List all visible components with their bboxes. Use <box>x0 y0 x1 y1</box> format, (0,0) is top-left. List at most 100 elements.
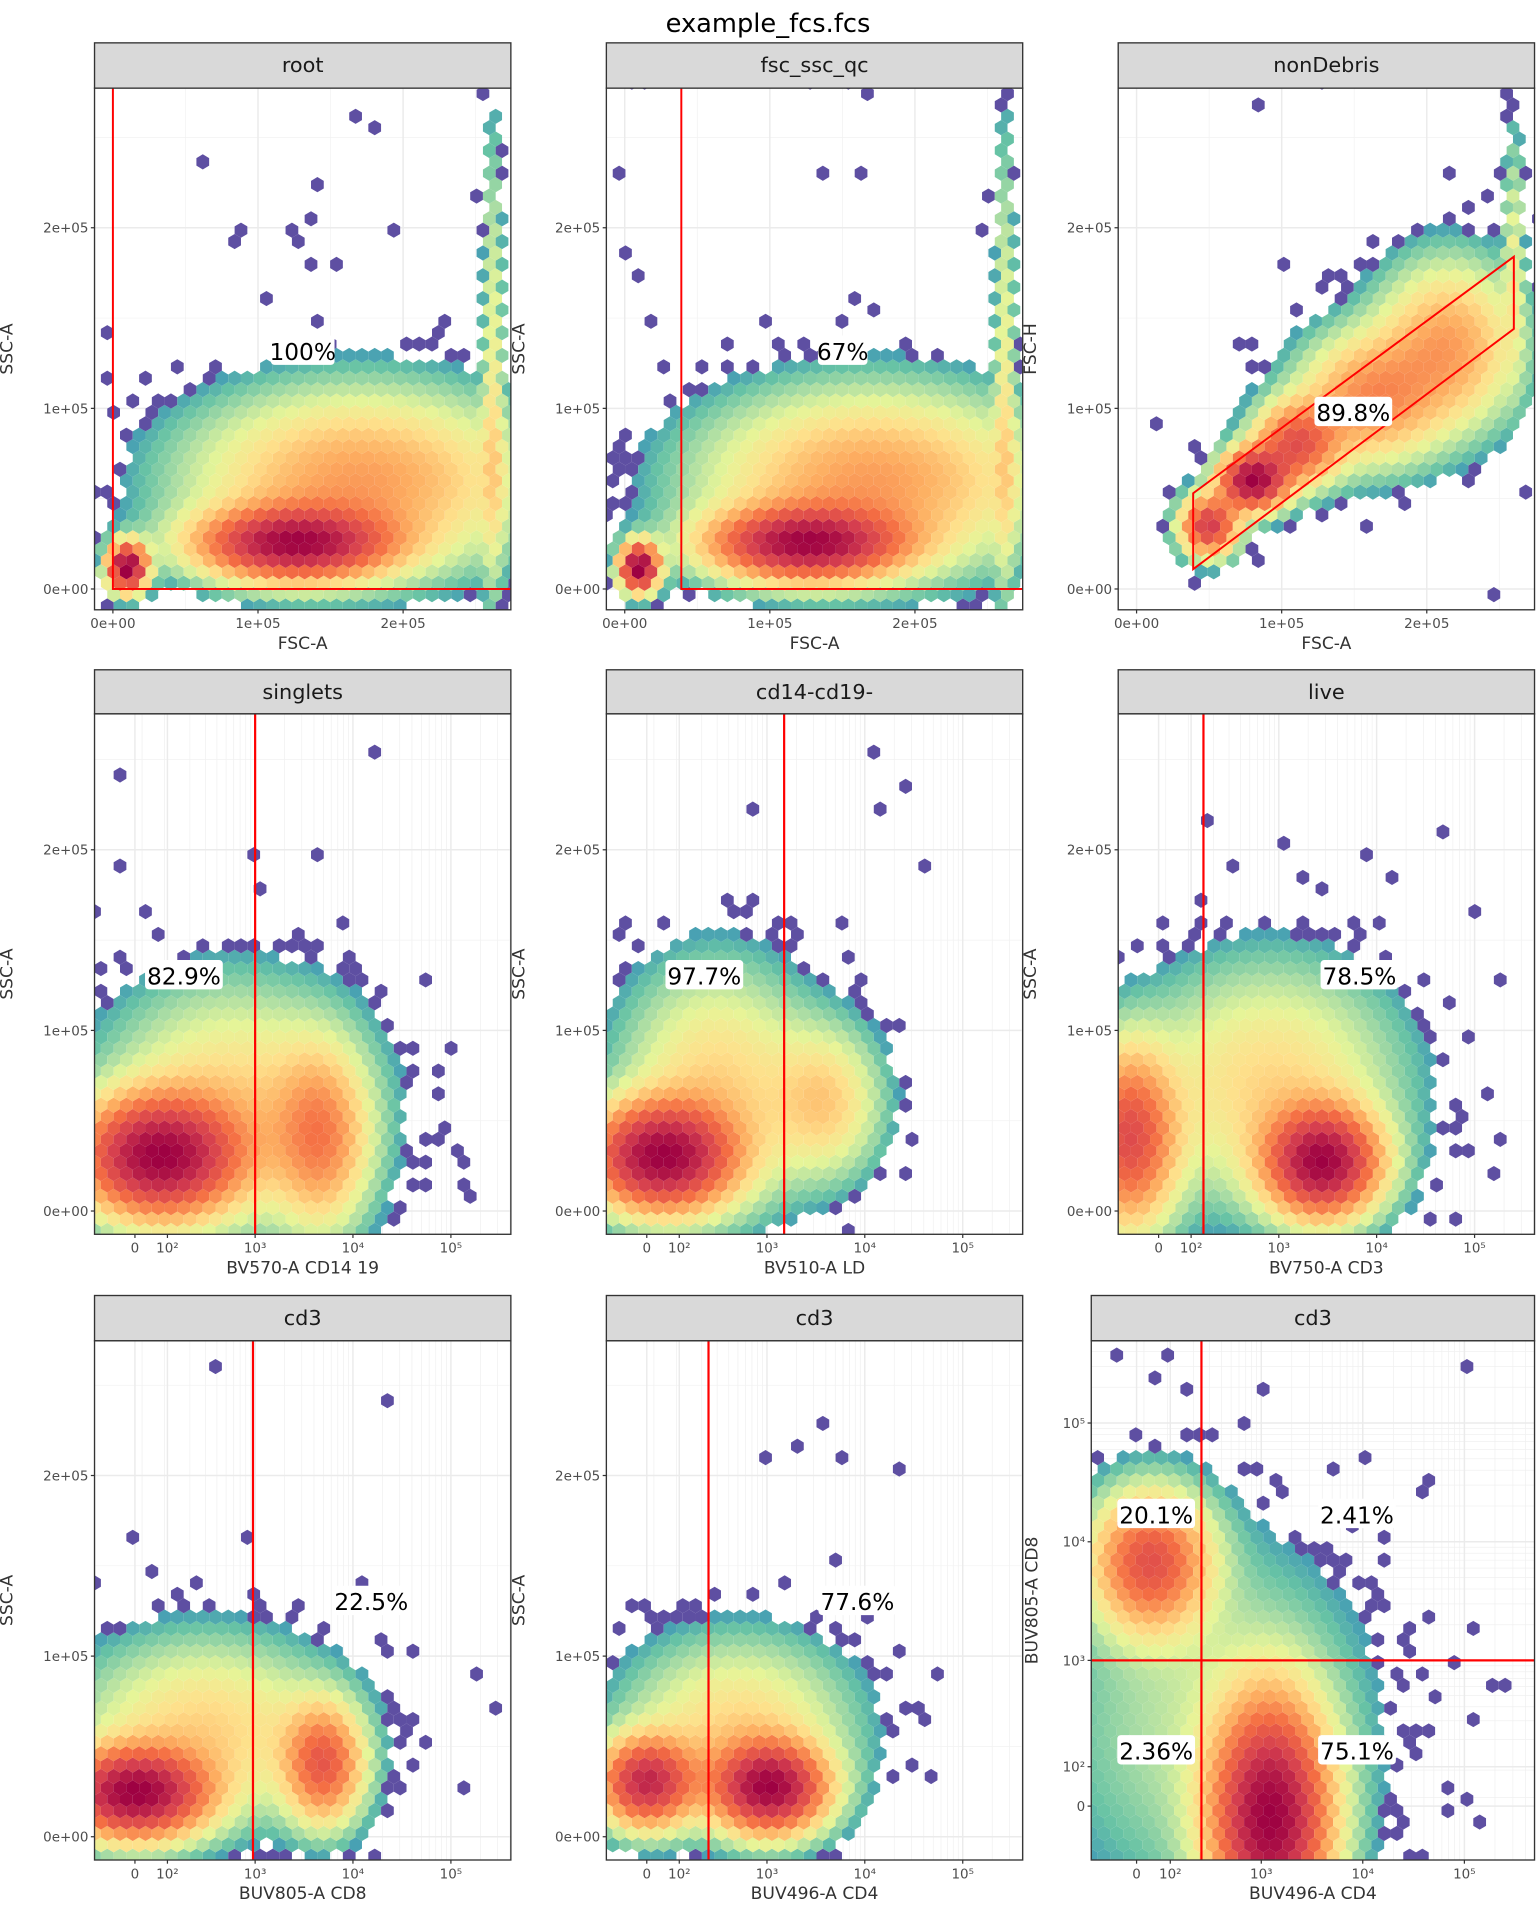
hexbin-cell <box>1226 972 1240 988</box>
hexbin-cell <box>291 1063 305 1079</box>
hexbin-cell <box>228 1063 241 1079</box>
hexbin-cell <box>886 382 900 398</box>
hexbin-cell <box>1341 1177 1354 1193</box>
hexbin-cell <box>304 1848 318 1860</box>
hexbin-cell <box>387 495 401 512</box>
hexbin-cell <box>1245 1006 1259 1022</box>
hexbin-cell <box>1379 347 1392 364</box>
gate-label-background <box>1320 960 1399 990</box>
hexbin-cell <box>708 587 721 603</box>
hexbin-cell <box>676 1063 690 1079</box>
hexbin-cell <box>476 88 490 102</box>
hexbin-cell <box>286 1234 299 1249</box>
hexbin-cell <box>234 1143 248 1159</box>
hexbin-cell <box>771 473 785 489</box>
hexbin-cell <box>975 587 989 603</box>
hexbin-cell <box>1105 1143 1118 1158</box>
hexbin-cell <box>151 530 165 546</box>
hexbin-cell <box>994 552 1008 569</box>
hexbin-cell <box>253 1803 267 1819</box>
hexbin-cell <box>393 1086 407 1102</box>
hexbin-cell <box>374 518 388 534</box>
hexbin-cell <box>1207 960 1221 977</box>
hexbin-cell <box>912 587 925 603</box>
hexbin-cell <box>733 404 747 420</box>
hexbin-cell <box>1232 404 1246 420</box>
hexbin-cell <box>969 598 983 610</box>
hexbin-cell <box>317 1017 331 1034</box>
hexbin-cell <box>463 450 477 466</box>
hexbin-cell <box>1385 869 1399 886</box>
hexbin-cell <box>1162 1200 1176 1216</box>
hexbin-cell <box>752 1222 766 1235</box>
hexbin-cell <box>304 1017 318 1034</box>
hexbin-cell <box>489 268 503 284</box>
hexbin-cell <box>740 370 753 386</box>
hexbin-cell <box>196 1143 210 1159</box>
hexbin-cell <box>482 575 496 591</box>
hexbin-cell <box>670 495 683 512</box>
hexbin-cell <box>209 1074 222 1091</box>
hexbin-cell <box>1512 154 1526 170</box>
hexbin-cell <box>139 1063 152 1079</box>
hexbin-cell <box>215 1825 229 1842</box>
hexbin-cell <box>689 575 702 591</box>
hexbin-cell <box>670 1188 683 1204</box>
hexbin-cell <box>810 1814 823 1830</box>
hexbin-cell <box>361 427 375 443</box>
hexbin-cell <box>727 438 741 455</box>
hexbin-cell <box>285 1700 299 1716</box>
hexbin-cell <box>482 234 496 250</box>
hexbin-cell <box>1271 960 1284 977</box>
hexbin-cell <box>100 1734 114 1750</box>
hexbin-cell <box>381 416 394 432</box>
hexbin-cell <box>126 461 140 477</box>
hexbin-cell <box>950 427 963 443</box>
hexbin-cell <box>1226 949 1240 965</box>
hexbin-cell <box>158 1837 171 1853</box>
hexbin-cell <box>752 370 766 386</box>
hexbin-cell <box>476 268 490 284</box>
hexbin-cell <box>1226 858 1240 874</box>
hexbin-cell <box>190 1666 203 1682</box>
hexbin-cell <box>1379 1200 1392 1216</box>
hexbin-cell <box>746 960 760 977</box>
hexbin-cell <box>82 1792 95 1807</box>
hexbin-cell <box>349 1029 362 1045</box>
hexbin-cell <box>240 1620 254 1637</box>
hexbin-cell <box>94 1723 108 1739</box>
hexbin-cell <box>676 1086 690 1102</box>
hexbin-cell <box>638 1222 651 1235</box>
hexbin-cell <box>625 1825 639 1842</box>
hexbin-cell <box>854 1109 868 1125</box>
hexbin-cell <box>1334 336 1348 352</box>
hexbin-cell <box>1404 279 1418 295</box>
hexbin-cell <box>1506 347 1520 364</box>
hexbin-cell <box>228 1689 241 1705</box>
hexbin-cell <box>495 347 509 364</box>
hexbin-cell <box>374 1700 388 1716</box>
hexbin-cell <box>1500 427 1513 443</box>
hexbin-cell <box>1493 165 1507 181</box>
hexbin-cell <box>1251 1063 1265 1079</box>
hexbin-cell <box>924 450 938 466</box>
hexbin-cell <box>841 995 855 1011</box>
hexbin-cell <box>1385 1074 1399 1091</box>
hexbin-cell <box>202 1154 216 1170</box>
hexbin-cell <box>1277 949 1291 965</box>
hexbin-cell <box>638 598 651 610</box>
hexbin-cell <box>1220 1211 1233 1227</box>
hexbin-cell <box>714 1825 728 1842</box>
hexbin-cell <box>1372 1143 1386 1159</box>
hexbin-cell <box>406 461 420 477</box>
hexbin-cell <box>931 461 944 477</box>
hexbin-cell <box>791 972 804 988</box>
hexbin-cell <box>419 438 432 455</box>
hexbin-cell <box>253 1177 267 1193</box>
hexbin-cell <box>740 972 753 988</box>
hexbin-cell <box>317 1757 331 1773</box>
hexbin-cell <box>304 1666 318 1682</box>
hexbin-cell <box>132 587 146 603</box>
hexbin-cell <box>323 564 337 580</box>
hexbin-cell <box>1379 1131 1392 1147</box>
